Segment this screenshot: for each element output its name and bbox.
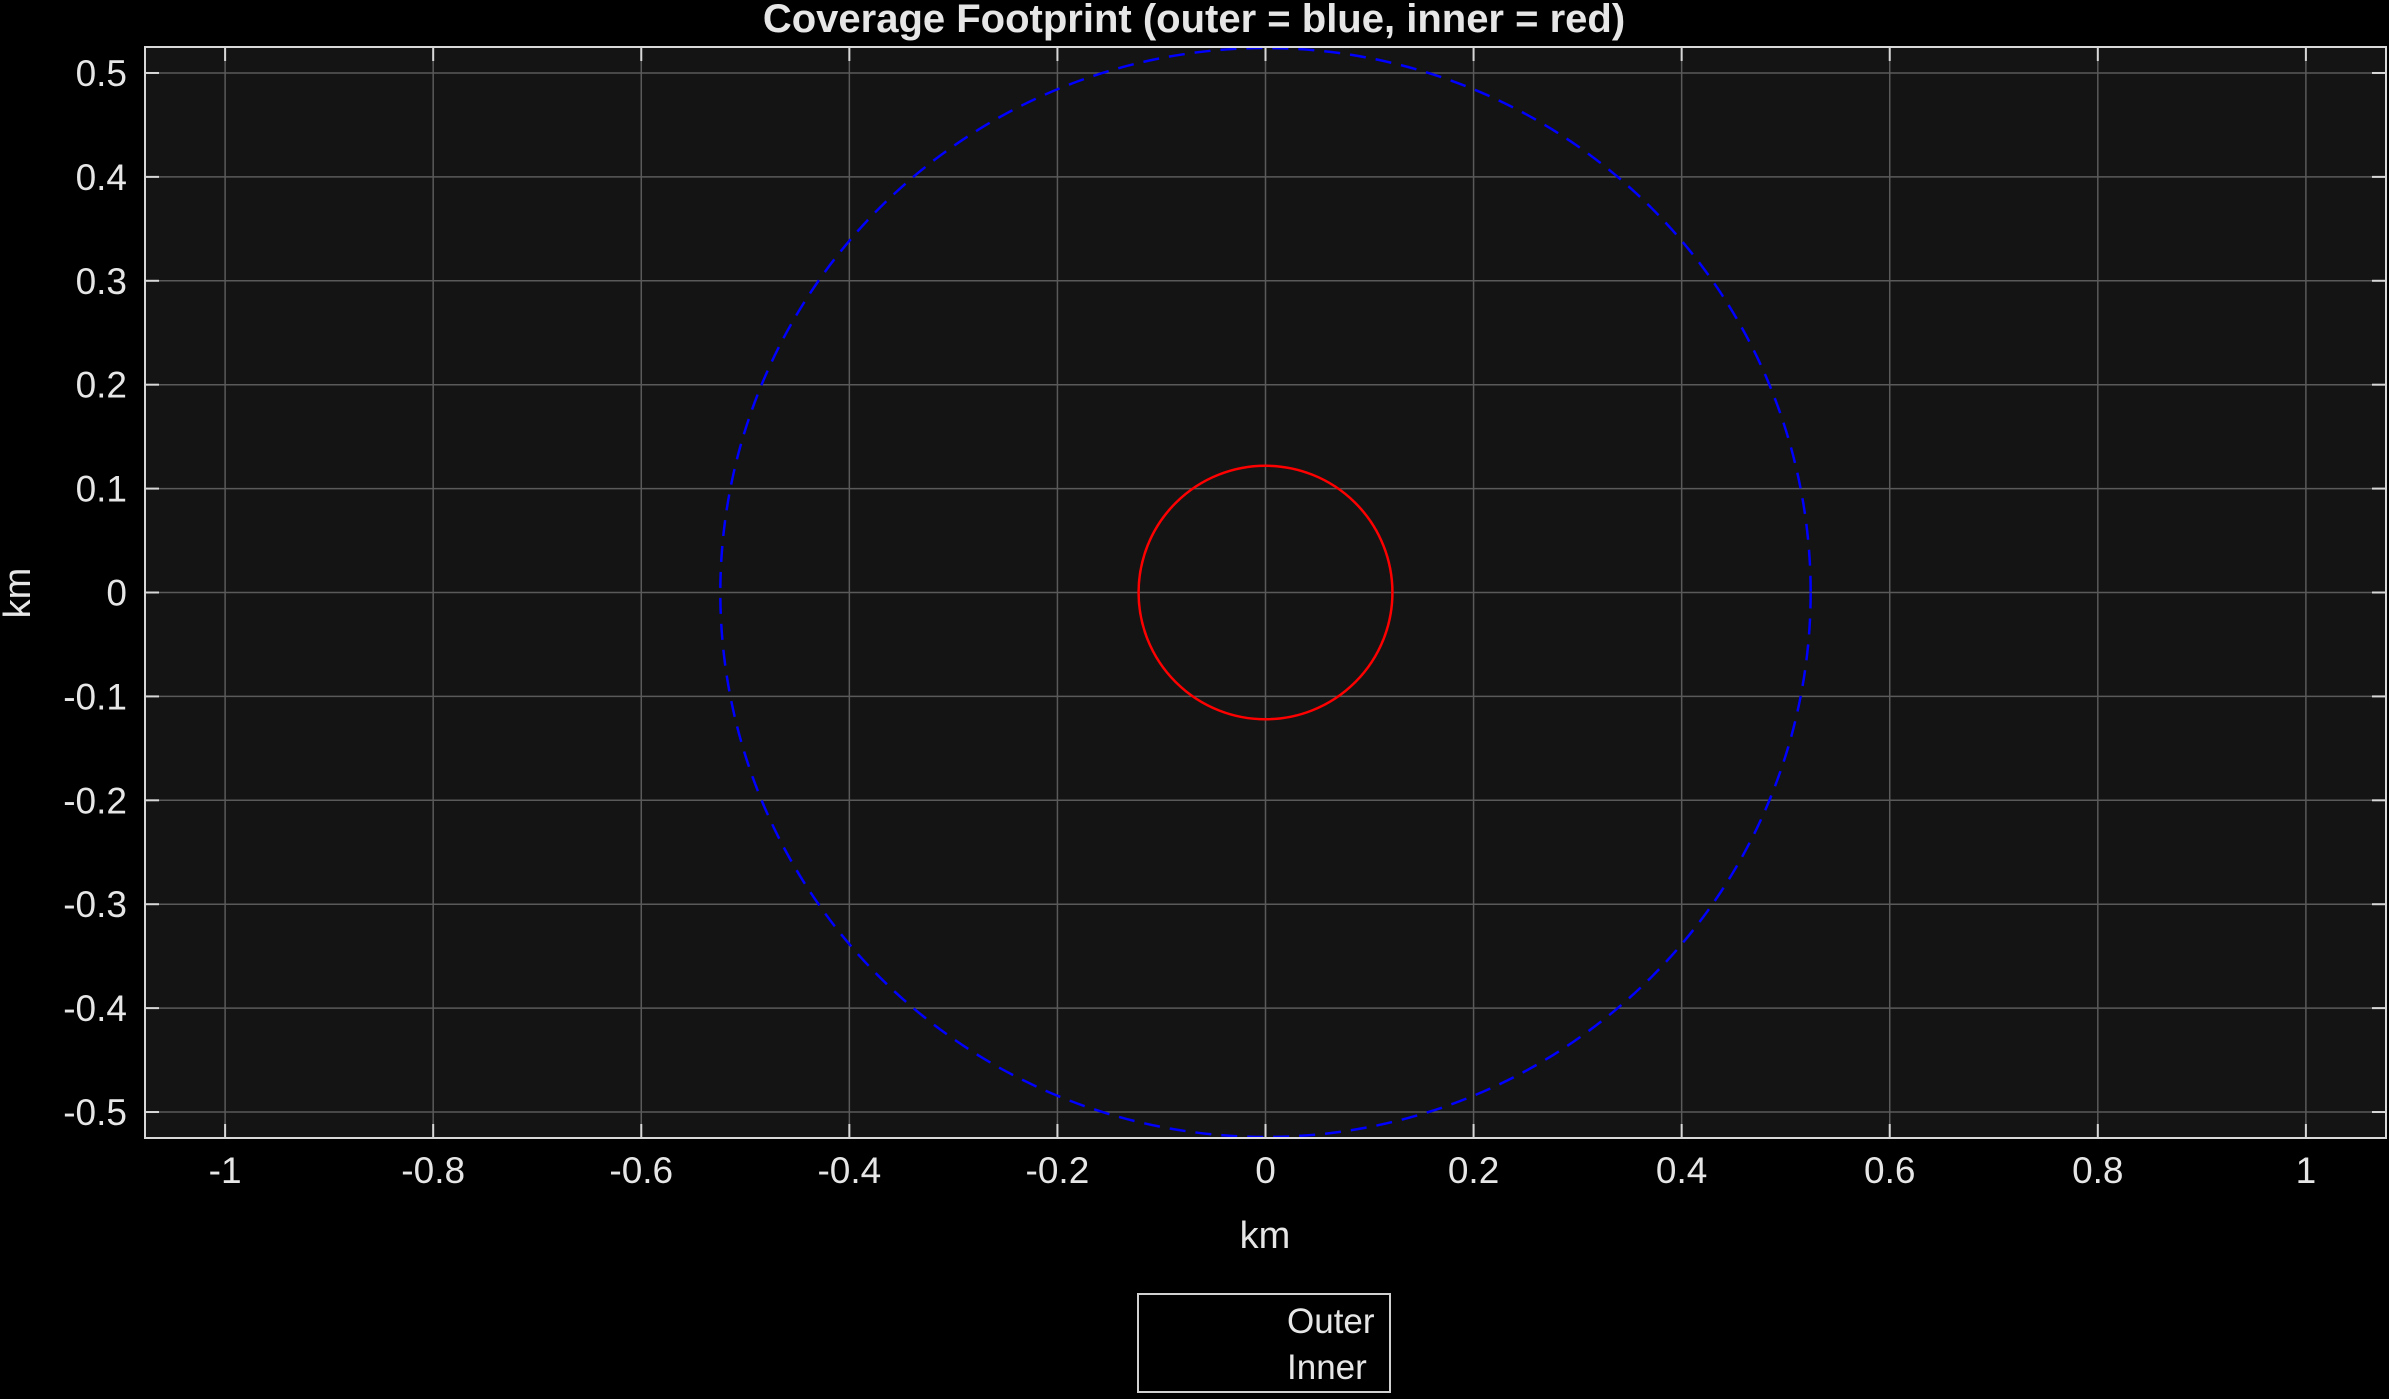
grid-lines [145,47,2386,1138]
series-layer [719,47,1812,1138]
x-tick-label: 0.6 [1864,1150,1915,1191]
x-tick-label: 0.4 [1656,1150,1707,1191]
chart-title: Coverage Footprint (outer = blue, inner … [763,0,1625,41]
legend-label-inner: Inner [1287,1348,1367,1387]
y-tick-label: -0.1 [63,676,127,717]
y-tick-label: 0.3 [76,261,127,302]
y-tick-label: -0.3 [63,884,127,925]
x-tick-label: 0 [1255,1150,1276,1191]
series-outer-circle [719,47,1812,1138]
x-tick-label: -1 [209,1150,242,1191]
x-tick-label: 0.8 [2072,1150,2123,1191]
legend: Outer Inner [1137,1293,1391,1393]
y-tick-label: -0.5 [63,1092,127,1133]
x-tick-label: -0.2 [1026,1150,1090,1191]
x-tick-label: -0.6 [609,1150,673,1191]
y-tick-label: 0.4 [76,157,127,198]
y-tick-label: 0.5 [76,53,127,94]
x-axis-label: km [1240,1215,1291,1257]
y-tick-label: 0.2 [76,365,127,406]
x-tick-label: 0.2 [1448,1150,1499,1191]
legend-label-outer: Outer [1287,1302,1375,1341]
y-tick-label: -0.2 [63,780,127,821]
tick-marks [145,47,2386,1138]
x-tick-label: -0.4 [817,1150,881,1191]
series-inner-circle [1137,464,1394,721]
legend-item-inner: Inner [1139,1345,1389,1391]
y-tick-label: -0.4 [63,988,127,1029]
tick-labels: -1 -0.8 -0.6 -0.4 -0.2 0 0.2 0.4 0.6 0.8 1 0.5 0.4 0.… [63,53,2316,1191]
legend-item-outer: Outer [1139,1299,1389,1345]
y-tick-label: 0.1 [76,469,127,510]
x-tick-label: -0.8 [401,1150,465,1191]
y-axis-label: km [0,568,39,619]
x-tick-label: 1 [2296,1150,2317,1191]
y-tick-label: 0 [106,573,127,614]
